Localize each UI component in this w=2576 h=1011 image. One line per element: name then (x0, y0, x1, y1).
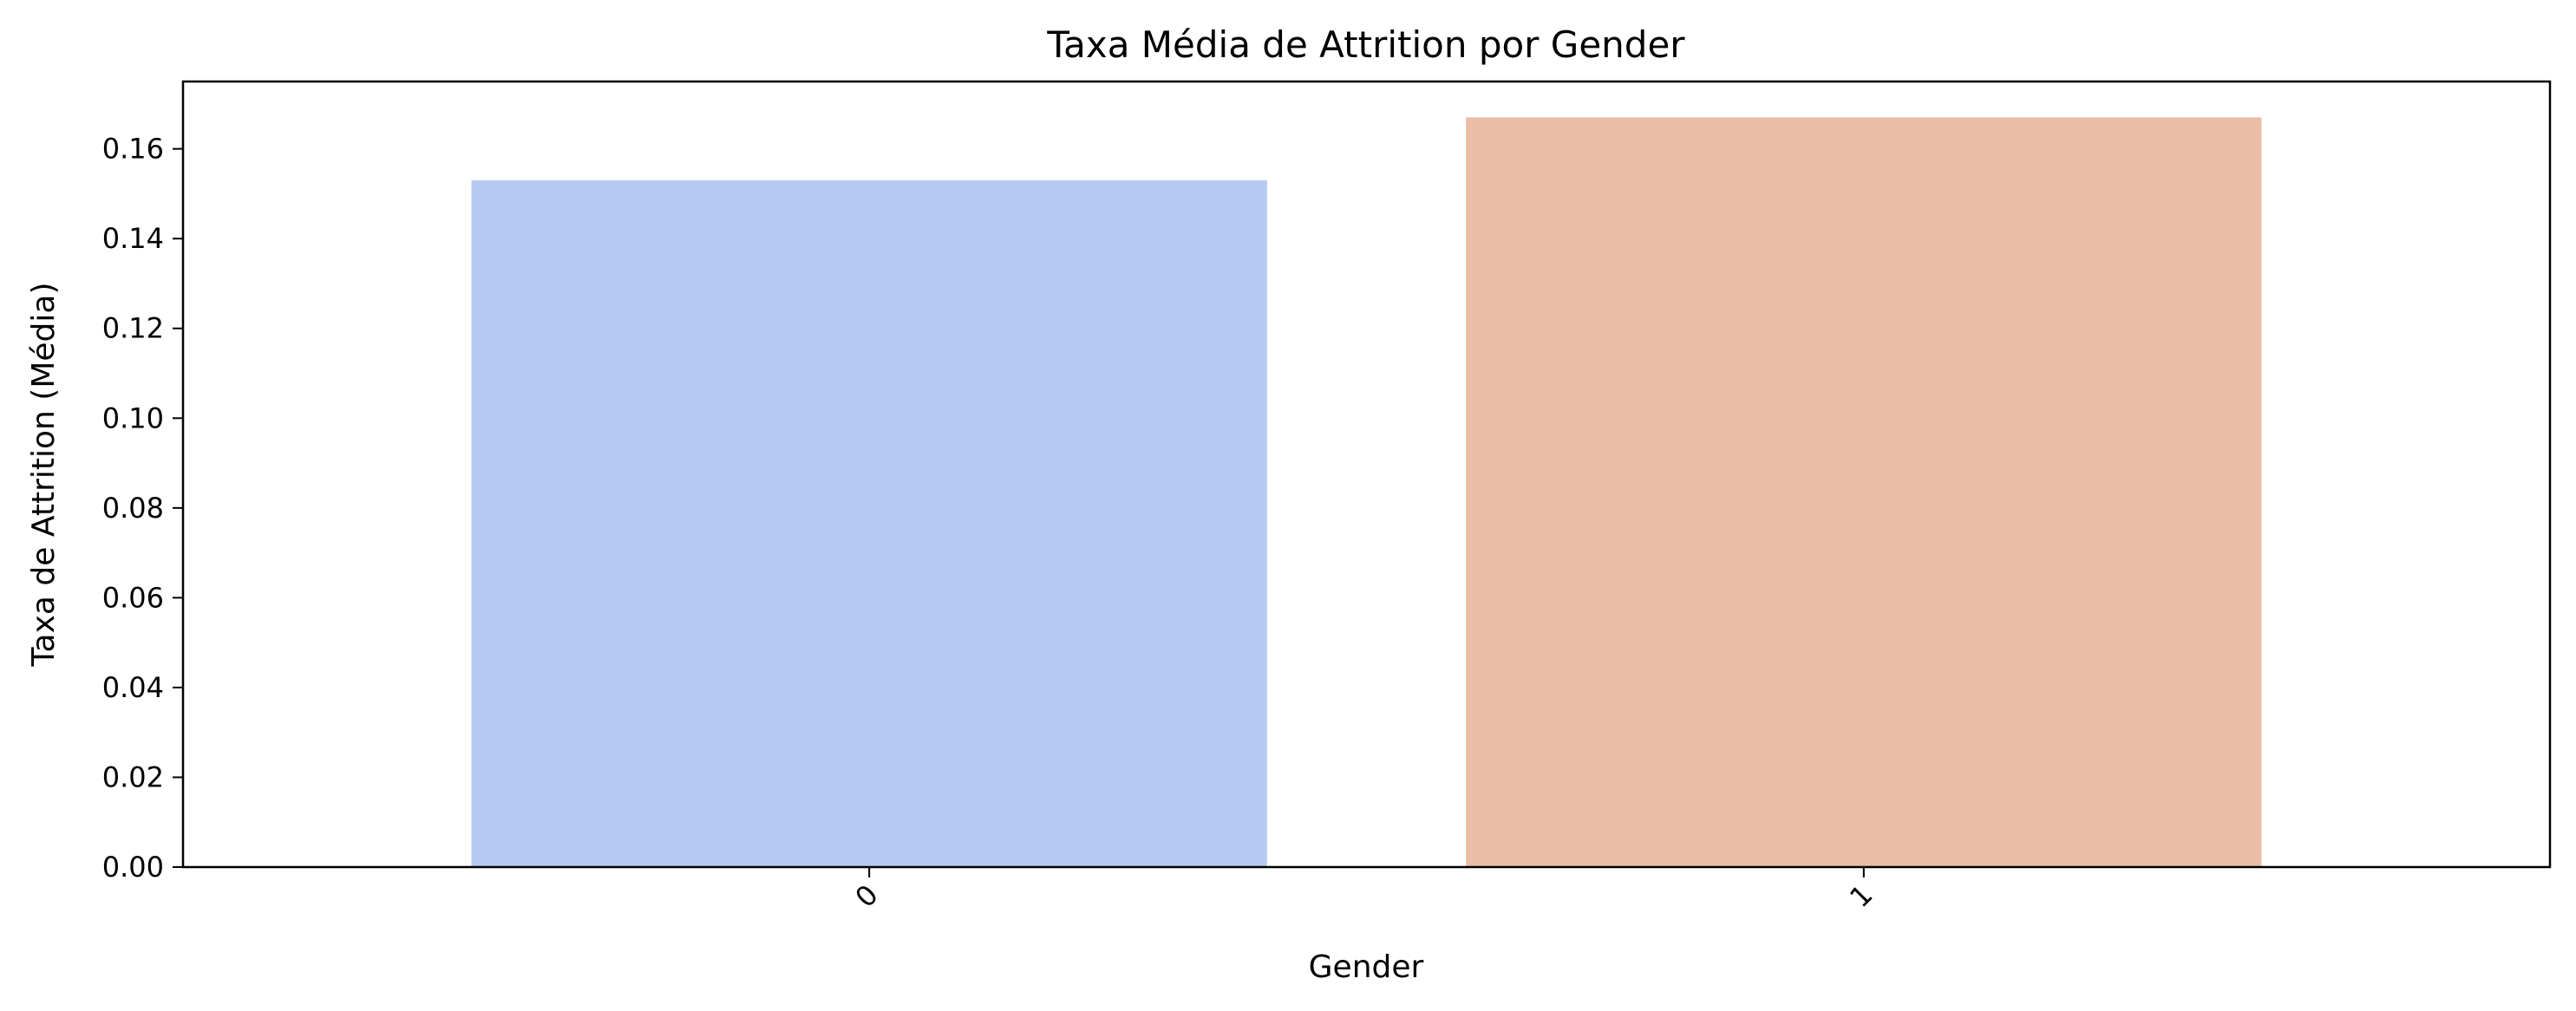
y-tick-label: 0.08 (102, 492, 164, 525)
y-tick-label: 0.02 (102, 760, 164, 793)
bar-0 (471, 179, 1267, 867)
x-axis-label: Gender (1309, 949, 1424, 985)
y-tick-label: 0.10 (102, 401, 164, 434)
y-tick-label: 0.16 (102, 133, 164, 166)
y-tick-label: 0.04 (102, 671, 164, 704)
plot-frame (181, 80, 2552, 869)
bars-group (471, 117, 2262, 868)
y-tick-label: 0.12 (102, 312, 164, 345)
x-tick-label: 0 (849, 878, 885, 914)
y-tick-label: 0.14 (102, 222, 164, 255)
x-tick-label: 1 (1843, 878, 1879, 914)
y-axis-label: Taxa de Attrition (Média) (26, 283, 62, 668)
y-tick-label: 0.06 (102, 581, 164, 614)
bar-1 (1466, 117, 2262, 868)
y-tick-label: 0.00 (102, 851, 164, 884)
chart-title: Taxa Média de Attrition por Gender (1046, 23, 1685, 66)
y-axis-ticks: 0.00 0.02 0.04 0.06 0.08 0.10 0.12 0.14 0.16 (102, 133, 183, 884)
